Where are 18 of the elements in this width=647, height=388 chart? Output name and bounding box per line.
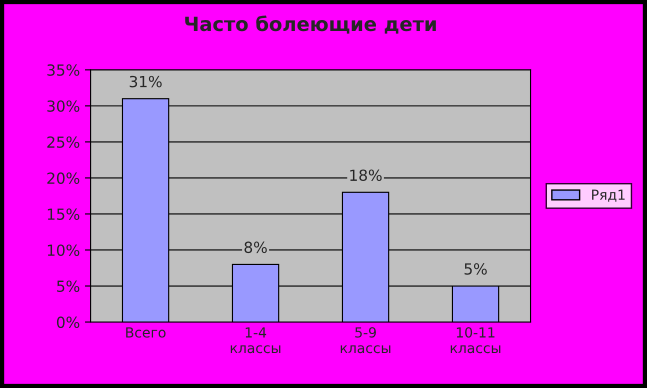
y-tick-label: 10% <box>48 244 80 256</box>
legend-label: Ряд1 <box>592 190 625 202</box>
x-tick-label: Всего <box>126 327 166 338</box>
text: 5% <box>464 263 487 275</box>
y-tick-label: 5% <box>57 280 80 292</box>
y-tick-label: 20% <box>47 172 80 184</box>
y-tick-label: 35% <box>47 64 80 76</box>
y-tick-label: 15% <box>48 208 80 220</box>
x-tick-label: 5-9 классы <box>340 327 390 354</box>
text: 8% <box>244 242 267 254</box>
y-tick-label: 0% <box>56 316 80 328</box>
x-tick-label: 10-11 классы <box>450 327 500 354</box>
y-tick-label: 25% <box>47 136 80 148</box>
text: 31% <box>130 76 162 88</box>
chart-title: Часто болеющие дети <box>185 16 436 34</box>
text: 18% <box>350 169 382 182</box>
y-tick-label: 30% <box>47 100 80 112</box>
x-tick-label: 1-4 классы <box>230 327 280 354</box>
